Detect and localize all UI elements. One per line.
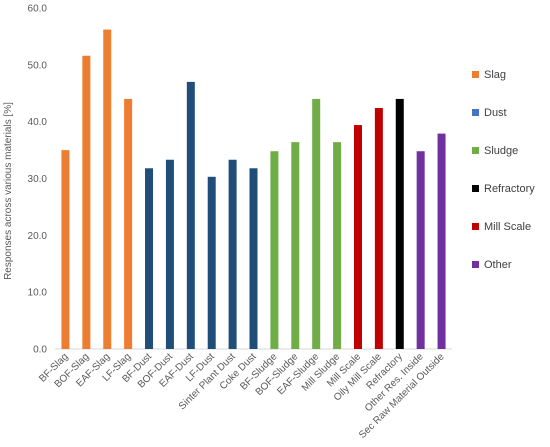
bar — [416, 151, 425, 349]
bar — [228, 159, 237, 349]
bar — [437, 133, 446, 349]
bar — [124, 98, 133, 349]
bar — [145, 168, 154, 349]
legend: Slag Dust Sludge Refractory Mill Scale Other — [472, 69, 535, 271]
bar — [186, 81, 195, 349]
bar — [353, 125, 362, 350]
legend-label: Mill Scale — [484, 221, 531, 233]
legend-label: Slag — [484, 69, 506, 81]
y-tick-label: 10.0 — [28, 288, 48, 299]
legend-swatch — [472, 223, 479, 230]
legend-swatch — [472, 147, 479, 154]
legend-swatch — [472, 109, 479, 116]
legend-label: Refractory — [484, 183, 535, 195]
legend-swatch — [472, 185, 479, 192]
bar — [291, 142, 300, 349]
legend-swatch — [472, 71, 479, 78]
bar — [333, 142, 342, 349]
bar — [207, 176, 216, 349]
bar — [312, 98, 321, 349]
legend-swatch — [472, 261, 479, 268]
y-tick-label: 0.0 — [33, 345, 47, 356]
y-axis-label: Responses across various materials [%] — [3, 102, 14, 280]
y-tick-label: 20.0 — [28, 231, 48, 242]
bar — [270, 151, 279, 349]
legend-label: Dust — [484, 107, 507, 119]
y-tick-label: 50.0 — [28, 60, 48, 71]
bar — [395, 98, 404, 349]
bar — [165, 159, 174, 349]
y-tick-label: 60.0 — [28, 4, 48, 15]
bar — [249, 168, 258, 349]
bars — [61, 29, 446, 350]
x-axis-ticks: BF-SlagBOF-SlagEAF-SlagLF-SlagBF-DustBOF… — [37, 351, 447, 441]
legend-label: Sludge — [484, 145, 518, 157]
bar — [82, 55, 91, 350]
y-tick-label: 30.0 — [28, 174, 48, 185]
y-axis-ticks: 0.0 10.0 20.0 30.0 40.0 50.0 60.0 — [28, 4, 48, 356]
legend-label: Other — [484, 259, 512, 271]
bar — [374, 108, 383, 349]
y-tick-label: 40.0 — [28, 117, 48, 128]
bar — [61, 150, 70, 349]
bar — [103, 29, 112, 349]
